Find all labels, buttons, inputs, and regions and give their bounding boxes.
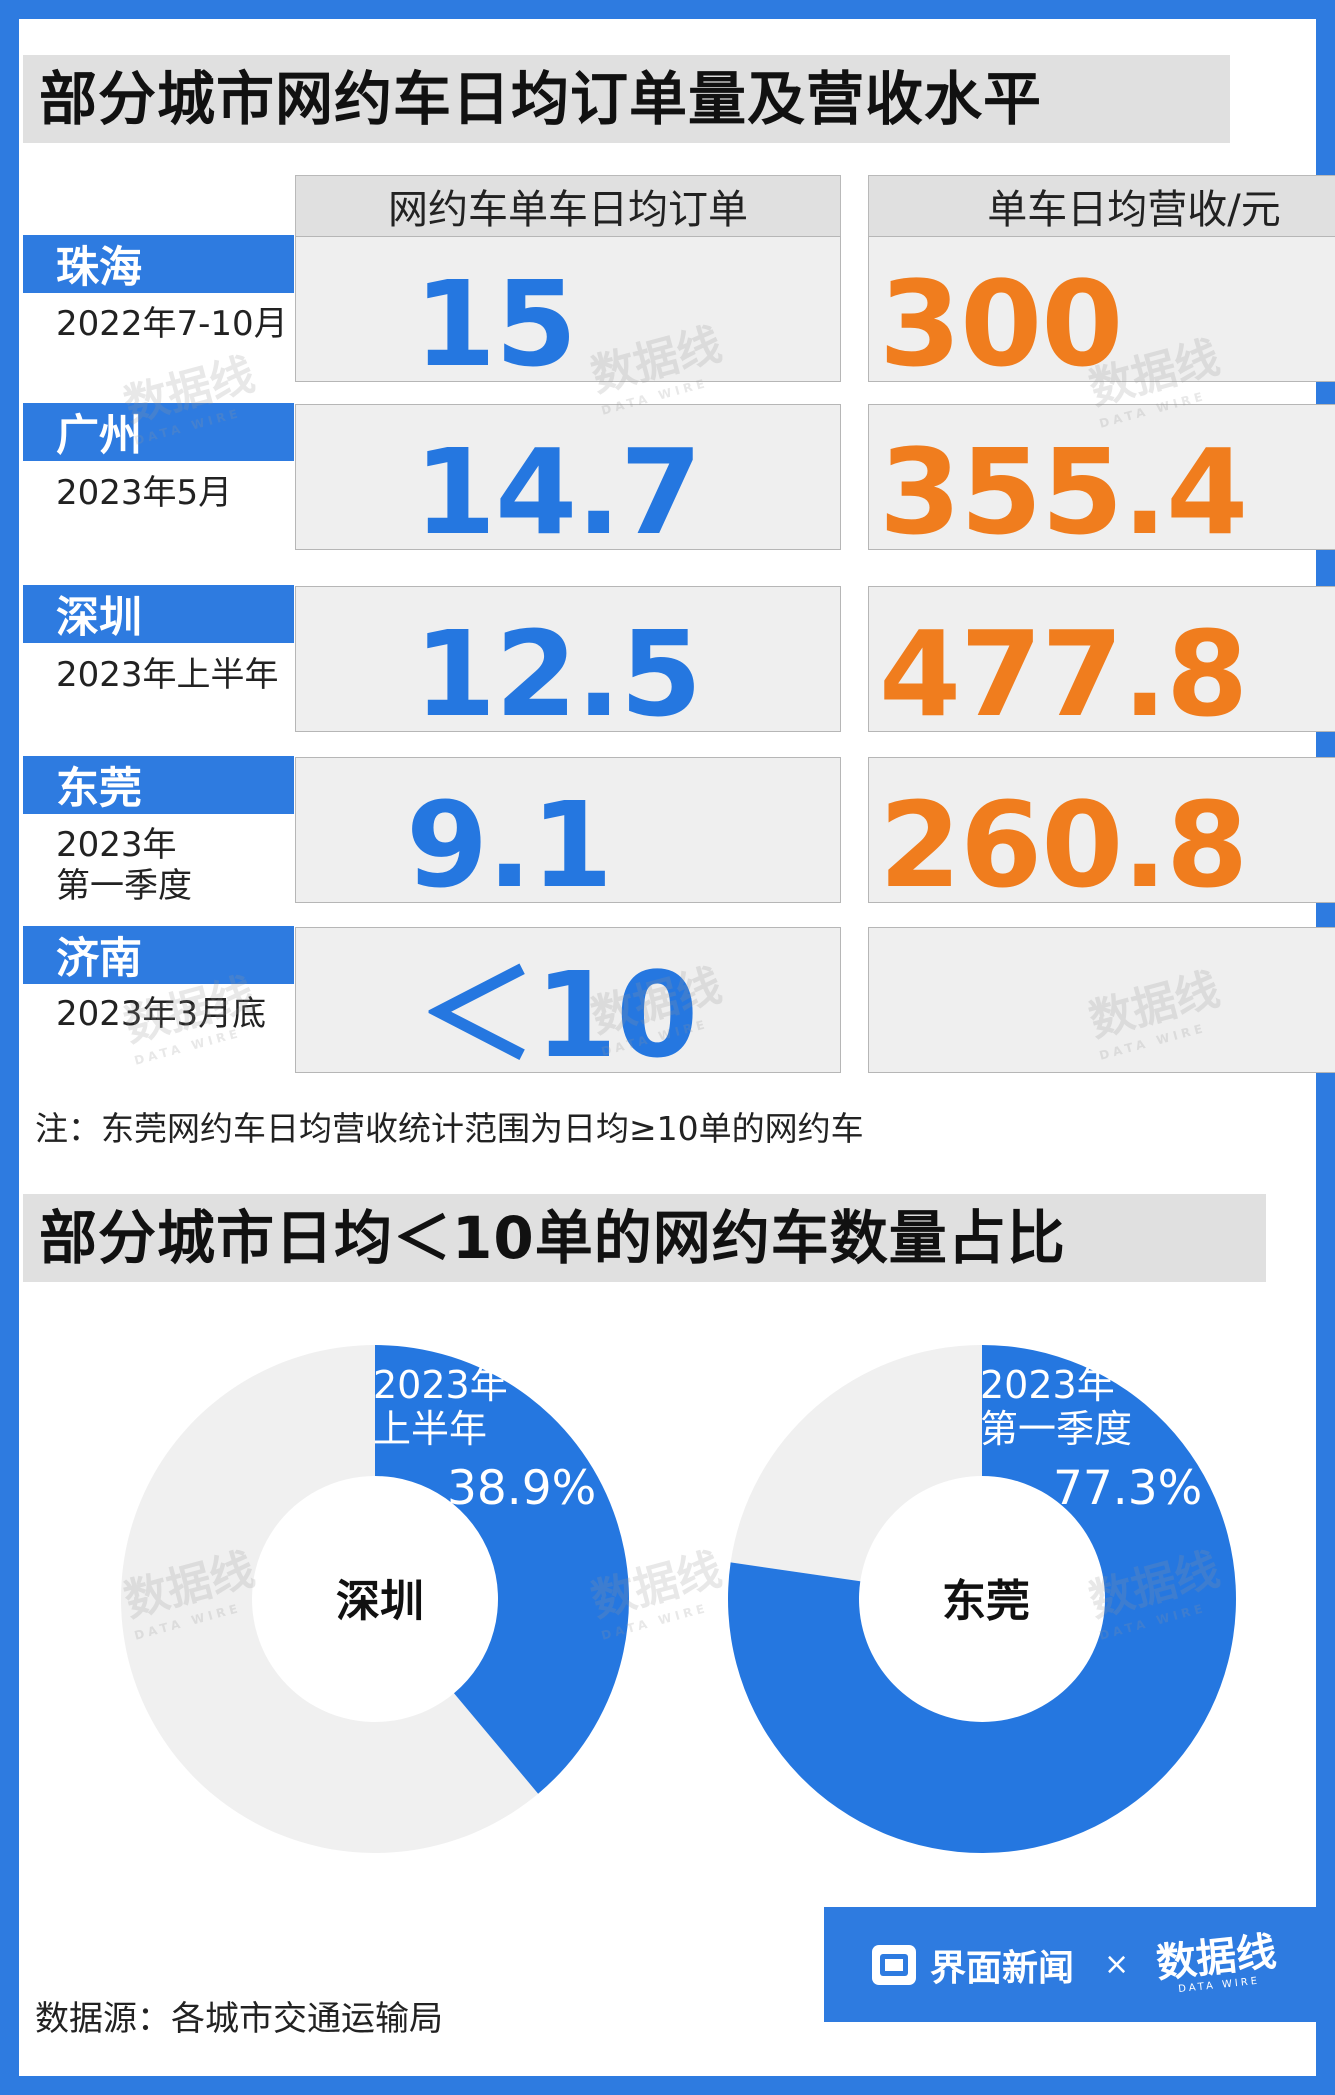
donut-period-line: 上半年 (373, 1406, 488, 1451)
orders-cell: 15 (295, 236, 841, 393)
city-label: 济南 (23, 926, 294, 984)
jiemian-logo-icon (872, 1944, 916, 1985)
donut-remainder-slice (120, 1345, 539, 1853)
datawire-logo: 数据线 DATA WIRE (1154, 1928, 1280, 1997)
orders-value: 12.5 (414, 605, 702, 743)
donut-value-slice (728, 1345, 1236, 1853)
data-source: 数据源：各城市交通运输局 (35, 1999, 443, 2039)
revenue-cell: 300 (868, 236, 1335, 393)
donut-charts (120, 1345, 1236, 1853)
period-label: 2023年5月 (56, 473, 233, 513)
revenue-value: 477.8 (879, 605, 1248, 743)
orders-value: 15 (414, 255, 577, 393)
orders-cell: 14.7 (295, 404, 841, 561)
donut-remainder-slice (730, 1345, 982, 1582)
orders-value: 9.1 (406, 776, 613, 914)
donut-percent-label: 77.3% (1053, 1461, 1203, 1516)
footnote: 注：东莞网约车日均营收统计范围为日均≥10单的网约车 (35, 1109, 864, 1148)
orders-cell: 9.1 (295, 757, 841, 914)
orders-value: ＜10 (418, 946, 698, 1084)
period-label: 2023年3月底 (56, 994, 267, 1034)
donut-period-line: 第一季度 (980, 1406, 1133, 1451)
revenue-cell (868, 927, 1335, 1073)
donut-period-label: 2023年 第一季度 (980, 1363, 1133, 1451)
period-label: 2023年上半年 (56, 655, 279, 695)
orders-cell: 12.5 (295, 586, 841, 743)
period-label: 2023年 第一季度 (23, 825, 192, 907)
column-header-orders: 网约车单车日均订单 (295, 175, 841, 237)
period-line: 第一季度 (56, 865, 192, 906)
city-label: 东莞 (23, 756, 294, 814)
donut-period-line: 2023年 (373, 1363, 508, 1407)
city-label: 珠海 (23, 235, 294, 293)
revenue-value: 260.8 (879, 776, 1248, 914)
table-title: 部分城市网约车日均订单量及营收水平 (23, 55, 1230, 143)
orders-value: 14.7 (414, 423, 702, 561)
revenue-cell: 477.8 (868, 586, 1335, 743)
donut-percent-label: 38.9% (447, 1461, 597, 1516)
donut-value-slice (375, 1345, 629, 1794)
revenue-value: 300 (879, 255, 1123, 393)
column-header-revenue: 单车日均营收/元 (868, 175, 1335, 237)
brand-name: 界面新闻 (930, 1947, 1075, 1989)
donut-section-title: 部分城市日均＜10单的网约车数量占比 (23, 1194, 1266, 1282)
revenue-cell: 355.4 (868, 404, 1335, 561)
city-label: 广州 (23, 403, 294, 461)
revenue-cell: 260.8 (868, 757, 1335, 914)
datawire-logo-text: 数据线 (1154, 1928, 1279, 1988)
revenue-value: 355.4 (879, 423, 1248, 561)
donut-center-label: 东莞 (942, 1576, 1030, 1627)
period-label: 2022年7-10月 (56, 304, 288, 344)
city-label: 深圳 (23, 585, 294, 643)
donut-period-line: 2023年 (980, 1363, 1115, 1407)
donut-period-label: 2023年 上半年 (373, 1363, 508, 1451)
times-sign: × (1104, 1947, 1130, 1982)
donut-center-label: 深圳 (336, 1576, 424, 1627)
content-panel: 部分城市网约车日均订单量及营收水平 网约车单车日均订单 单车日均营收/元 珠海 … (19, 19, 1335, 2076)
brand-logo-box: 界面新闻 × 数据线 DATA WIRE (824, 1907, 1316, 2022)
orders-cell: ＜10 (295, 927, 841, 1084)
period-line: 2023年 (56, 825, 177, 865)
